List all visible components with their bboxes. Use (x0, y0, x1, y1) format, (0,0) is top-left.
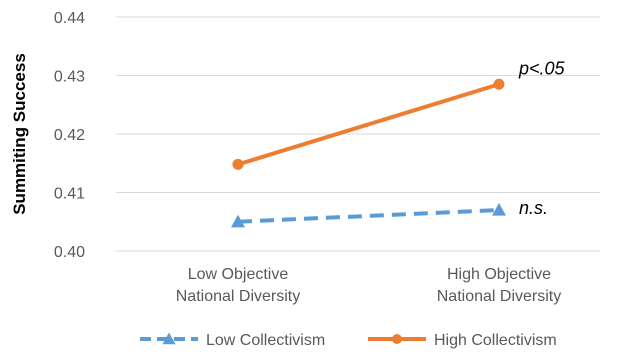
gridlines (116, 16, 600, 252)
significance-annotation: p<.05 (518, 58, 566, 78)
significance-annotation: n.s. (519, 198, 548, 218)
y-tick-label: 0.40 (54, 244, 85, 261)
legend: Low Collectivism High Collectivism (140, 332, 557, 349)
x-axis-categories: Low Objective National Diversity High Obje… (176, 266, 561, 305)
y-tick-label: 0.43 (54, 69, 85, 86)
series-line (237, 208, 500, 224)
y-axis-ticks: 0.40 0.41 0.42 0.43 0.44 (54, 10, 85, 261)
legend-marker (392, 334, 402, 344)
y-tick-label: 0.42 (54, 127, 85, 144)
legend-label: High Collectivism (434, 332, 557, 349)
x-category-label: National Diversity (176, 288, 300, 305)
series-high-collectivism: p<.05 (232, 58, 566, 170)
legend-marker (162, 332, 176, 345)
series-group: n.s. p<.05 (231, 58, 566, 228)
legend-label: Low Collectivism (206, 332, 325, 349)
series-line (237, 82, 500, 167)
data-point (492, 203, 506, 216)
legend-item-high-collectivism: High Collectivism (368, 332, 557, 349)
y-axis-label: Summiting Success (10, 53, 29, 215)
x-category-label: High Objective (447, 266, 551, 283)
x-category-label: National Diversity (437, 288, 561, 305)
x-category-label: Low Objective (188, 266, 289, 283)
data-point (231, 214, 245, 228)
data-point (493, 78, 505, 90)
y-tick-label: 0.44 (54, 10, 85, 27)
data-point (232, 158, 244, 170)
series-low-collectivism: n.s. (231, 198, 548, 228)
legend-item-low-collectivism: Low Collectivism (140, 332, 325, 349)
y-tick-label: 0.41 (54, 186, 85, 203)
